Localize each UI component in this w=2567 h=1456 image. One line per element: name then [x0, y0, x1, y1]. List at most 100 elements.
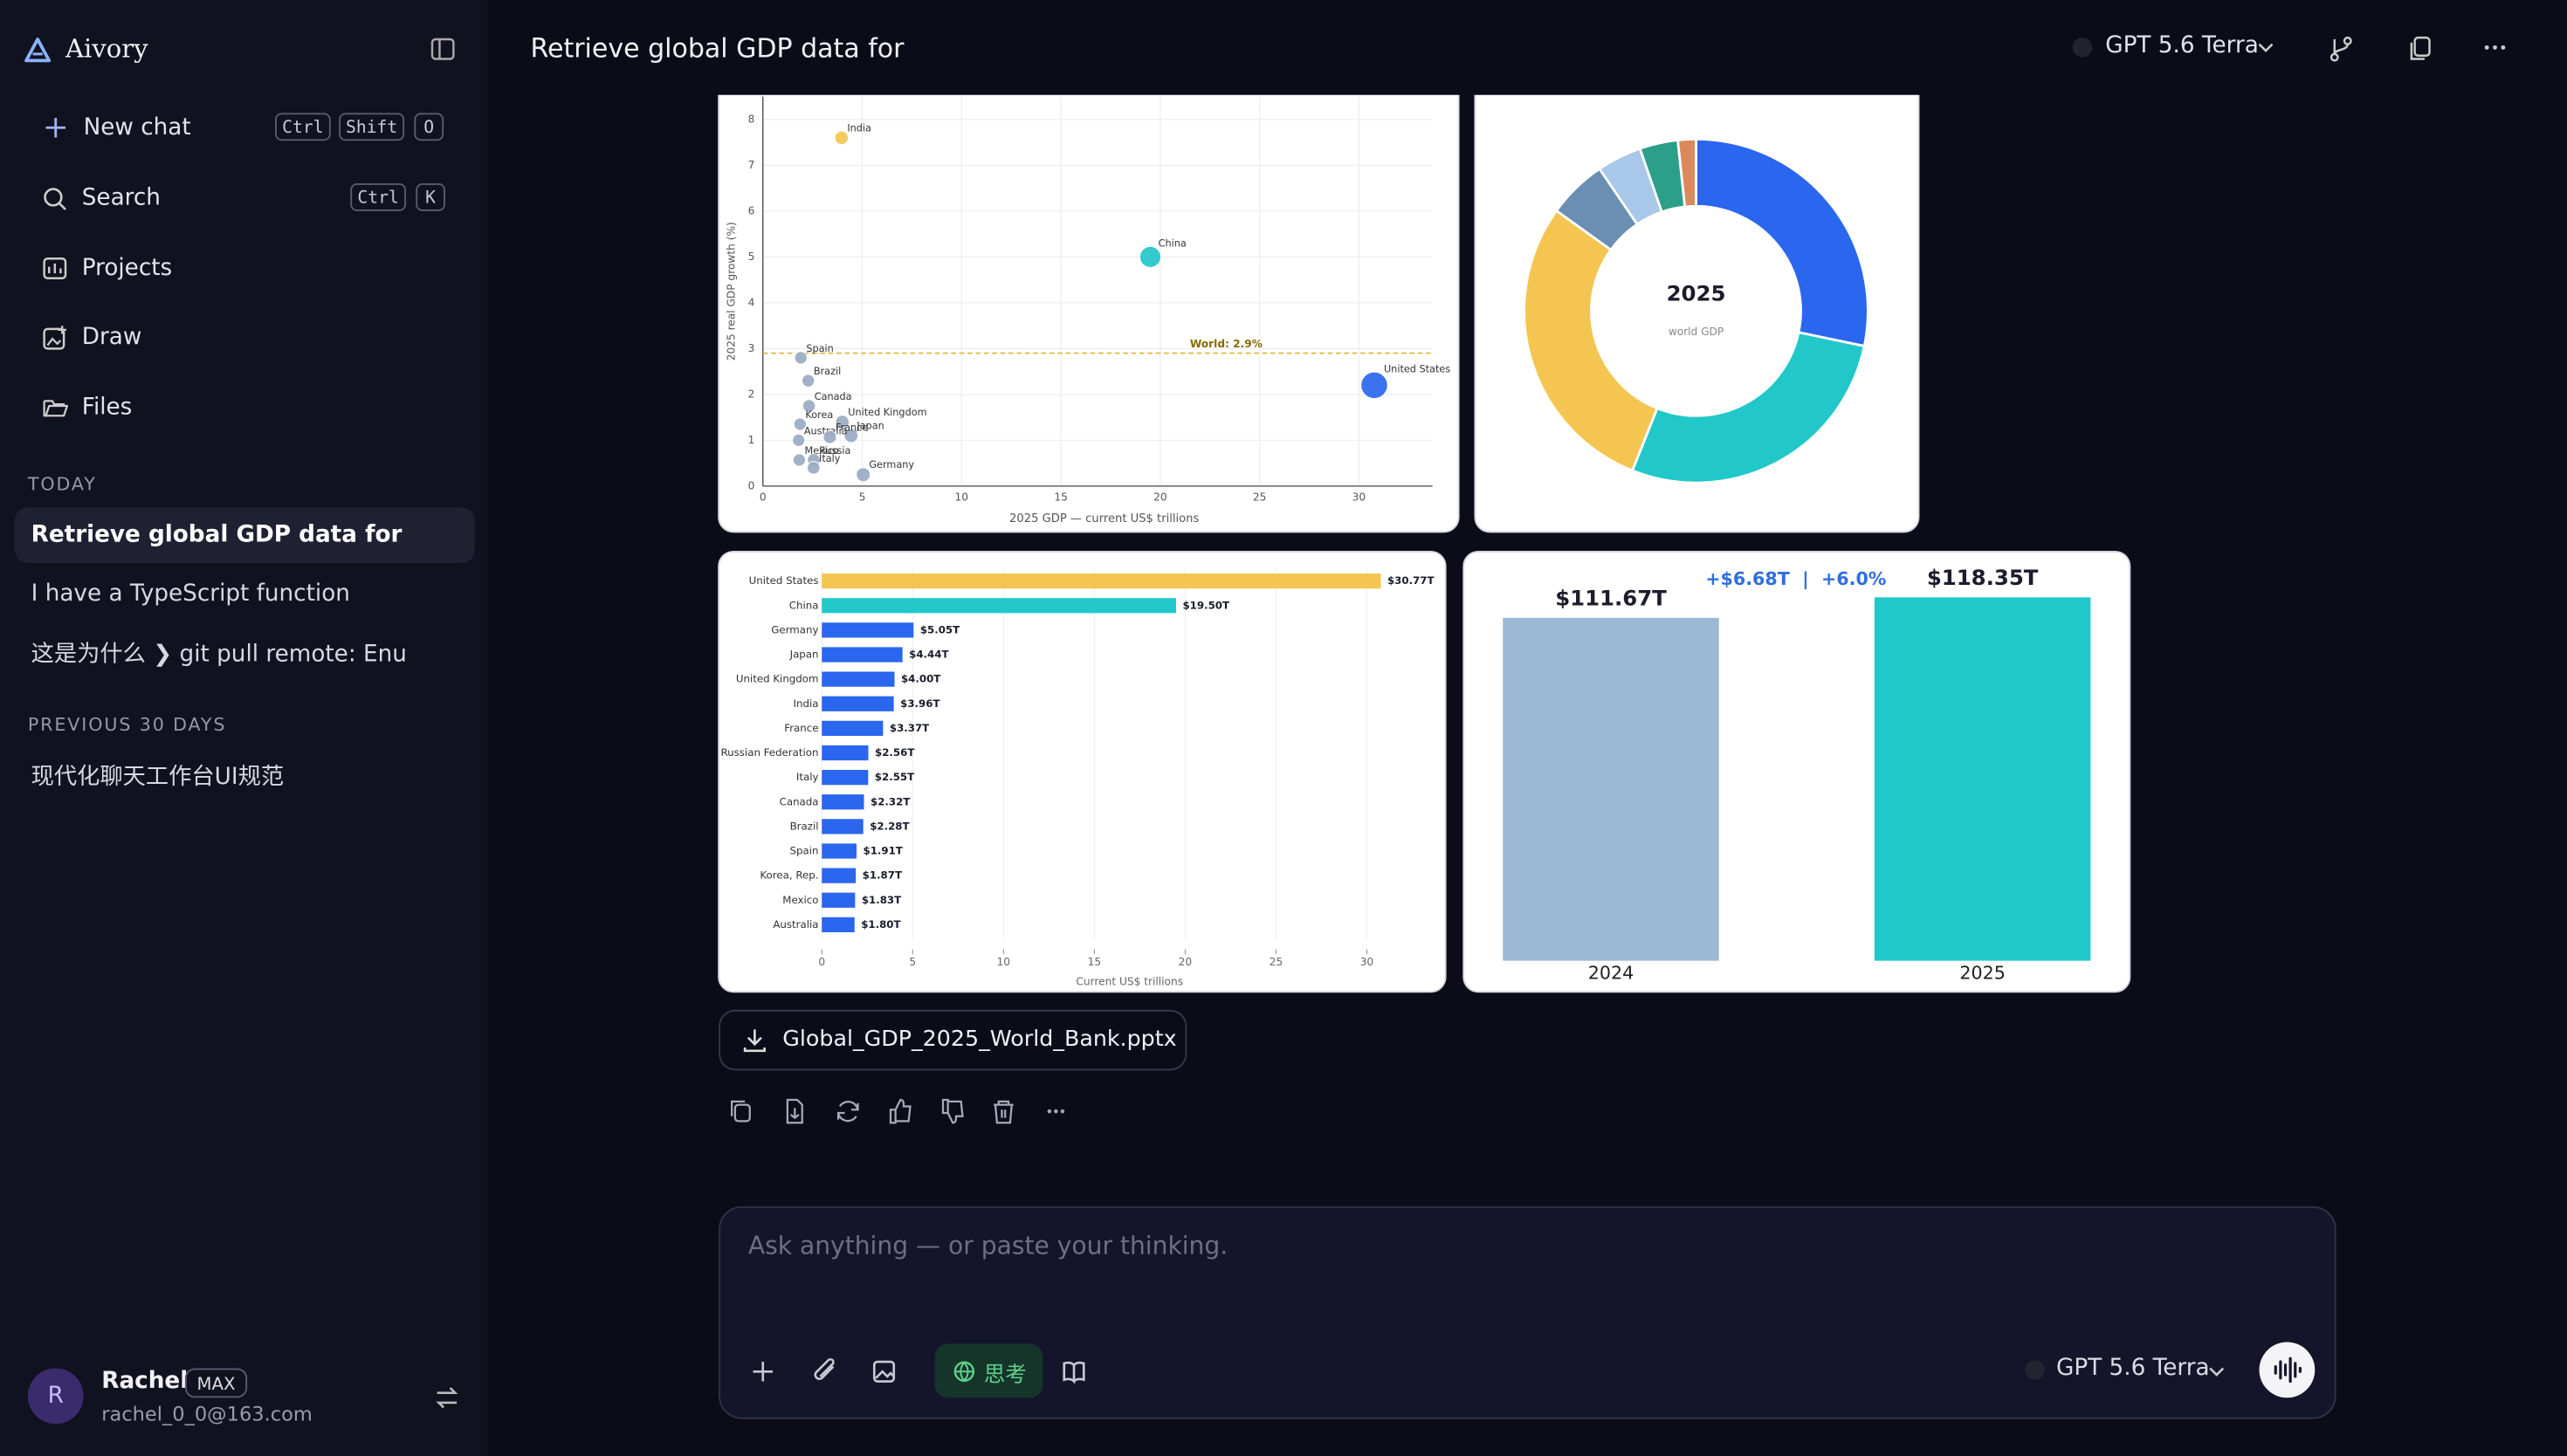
- x-axis-label: 2025 GDP — current US$ trillions: [1009, 512, 1199, 525]
- point-label: Japan: [856, 421, 884, 432]
- category-label: Brazil: [790, 820, 819, 832]
- point: [801, 374, 816, 388]
- value-label: $111.67T: [1555, 585, 1667, 610]
- projects-icon: [43, 258, 67, 279]
- value-label: $30.77T: [1387, 574, 1435, 587]
- chat-item[interactable]: 现代化聊天工作台UI规范: [31, 764, 285, 791]
- value-label: $2.55T: [875, 771, 914, 783]
- point: [793, 417, 807, 431]
- y-tick-label: 5: [748, 251, 755, 263]
- delete-action[interactable]: [994, 1100, 1014, 1124]
- x-tick-label: 15: [1054, 491, 1068, 504]
- category-label: Japan: [789, 649, 819, 661]
- export-action[interactable]: [786, 1098, 803, 1124]
- donut-subtitle: world GDP: [1669, 326, 1724, 338]
- chat-item[interactable]: Retrieve global GDP data for: [31, 522, 403, 549]
- reference-label: World: 2.9%: [1190, 338, 1263, 350]
- nav-search[interactable]: Search: [81, 184, 161, 211]
- x-tick-label: 5: [859, 491, 866, 504]
- nav-draw[interactable]: Draw: [81, 324, 142, 351]
- avatar[interactable]: R: [27, 1368, 84, 1425]
- composer-model[interactable]: GPT 5.6 Terra: [2056, 1355, 2210, 1382]
- x-tick-label: 25: [1253, 491, 1267, 504]
- bar: [822, 647, 903, 663]
- value-label: $2.56T: [875, 746, 914, 759]
- value-label: $1.87T: [863, 869, 902, 882]
- category-label: Korea, Rep.: [760, 869, 818, 882]
- attachment[interactable]: [719, 1009, 1187, 1071]
- copy-button[interactable]: [2408, 36, 2431, 62]
- kbd: K: [416, 183, 445, 211]
- model-dot: [2025, 1360, 2045, 1380]
- point: [856, 467, 871, 483]
- bar: [1874, 597, 2091, 961]
- x-tick-label: 20: [1153, 491, 1167, 504]
- voice-button[interactable]: [2259, 1342, 2316, 1398]
- copy-action[interactable]: [731, 1100, 751, 1123]
- bar: [822, 868, 857, 883]
- point-label: France: [836, 422, 868, 433]
- point: [834, 130, 850, 146]
- x-tick-label: 0: [760, 491, 767, 504]
- point-label: Australia: [804, 425, 848, 436]
- more-action[interactable]: [1047, 1109, 1065, 1114]
- branch-button[interactable]: [2330, 36, 2352, 62]
- kbd: O: [414, 113, 444, 141]
- donut-title: 2025: [1667, 281, 1726, 306]
- value-label: $2.32T: [871, 795, 910, 807]
- composer-tools: [753, 1358, 1085, 1384]
- category-label: Mexico: [782, 894, 818, 906]
- y-tick-label: 3: [748, 342, 755, 354]
- point: [822, 429, 837, 444]
- x-tick-label: 15: [1088, 956, 1102, 968]
- message-actions: [731, 1098, 1065, 1124]
- think-toggle[interactable]: [934, 1343, 1043, 1398]
- bar: [822, 819, 864, 834]
- add-button[interactable]: [753, 1362, 774, 1382]
- image-button[interactable]: [872, 1360, 896, 1383]
- dislike-action[interactable]: [941, 1098, 964, 1124]
- x-tick-label: 20: [1179, 956, 1193, 968]
- x-tick-label: 30: [1360, 956, 1374, 968]
- x-tick-label: 25: [1270, 956, 1284, 968]
- point-label: India: [847, 122, 871, 134]
- model-selector[interactable]: GPT 5.6 Terra: [2105, 32, 2259, 59]
- nav-projects[interactable]: Projects: [81, 255, 173, 282]
- value-label: $19.50T: [1182, 599, 1229, 611]
- chevron: [2258, 43, 2274, 52]
- y-tick-label: 8: [748, 113, 755, 125]
- category-label: United States: [749, 574, 819, 587]
- bar: [822, 720, 884, 736]
- more-button[interactable]: [2483, 43, 2506, 52]
- chat-item[interactable]: I have a TypeScript function: [31, 580, 350, 608]
- x-tick-label: 10: [997, 956, 1010, 968]
- category-label: France: [784, 722, 818, 734]
- bar: [822, 598, 1176, 614]
- chevron: [2209, 1367, 2225, 1377]
- chat-title: Retrieve global GDP data for: [530, 32, 905, 65]
- nav-new-chat[interactable]: New chat: [83, 114, 191, 141]
- bar: [822, 745, 869, 761]
- think-label: 思考: [983, 1363, 1027, 1388]
- section-title: PREVIOUS 30 DAYS: [27, 714, 227, 736]
- regenerate-action[interactable]: [836, 1101, 859, 1123]
- nav-files[interactable]: Files: [81, 394, 133, 421]
- bar: [822, 770, 869, 786]
- y-tick-label: 4: [748, 296, 755, 308]
- library-button[interactable]: [1063, 1361, 1085, 1384]
- y-tick-label: 6: [748, 204, 755, 216]
- category-label: India: [794, 697, 819, 710]
- value-label: $1.80T: [861, 918, 900, 931]
- collapse-button[interactable]: [430, 38, 455, 60]
- switch-account[interactable]: [434, 1384, 460, 1411]
- kbd: Ctrl: [350, 183, 406, 211]
- attach-button[interactable]: [814, 1358, 835, 1380]
- point: [843, 428, 859, 443]
- like-action[interactable]: [889, 1098, 912, 1124]
- bar: [822, 794, 864, 810]
- chat-item[interactable]: 这是为什么 ❯ git pull remote: Enu: [31, 642, 407, 668]
- category-label: China: [789, 599, 819, 611]
- bar: [822, 696, 894, 711]
